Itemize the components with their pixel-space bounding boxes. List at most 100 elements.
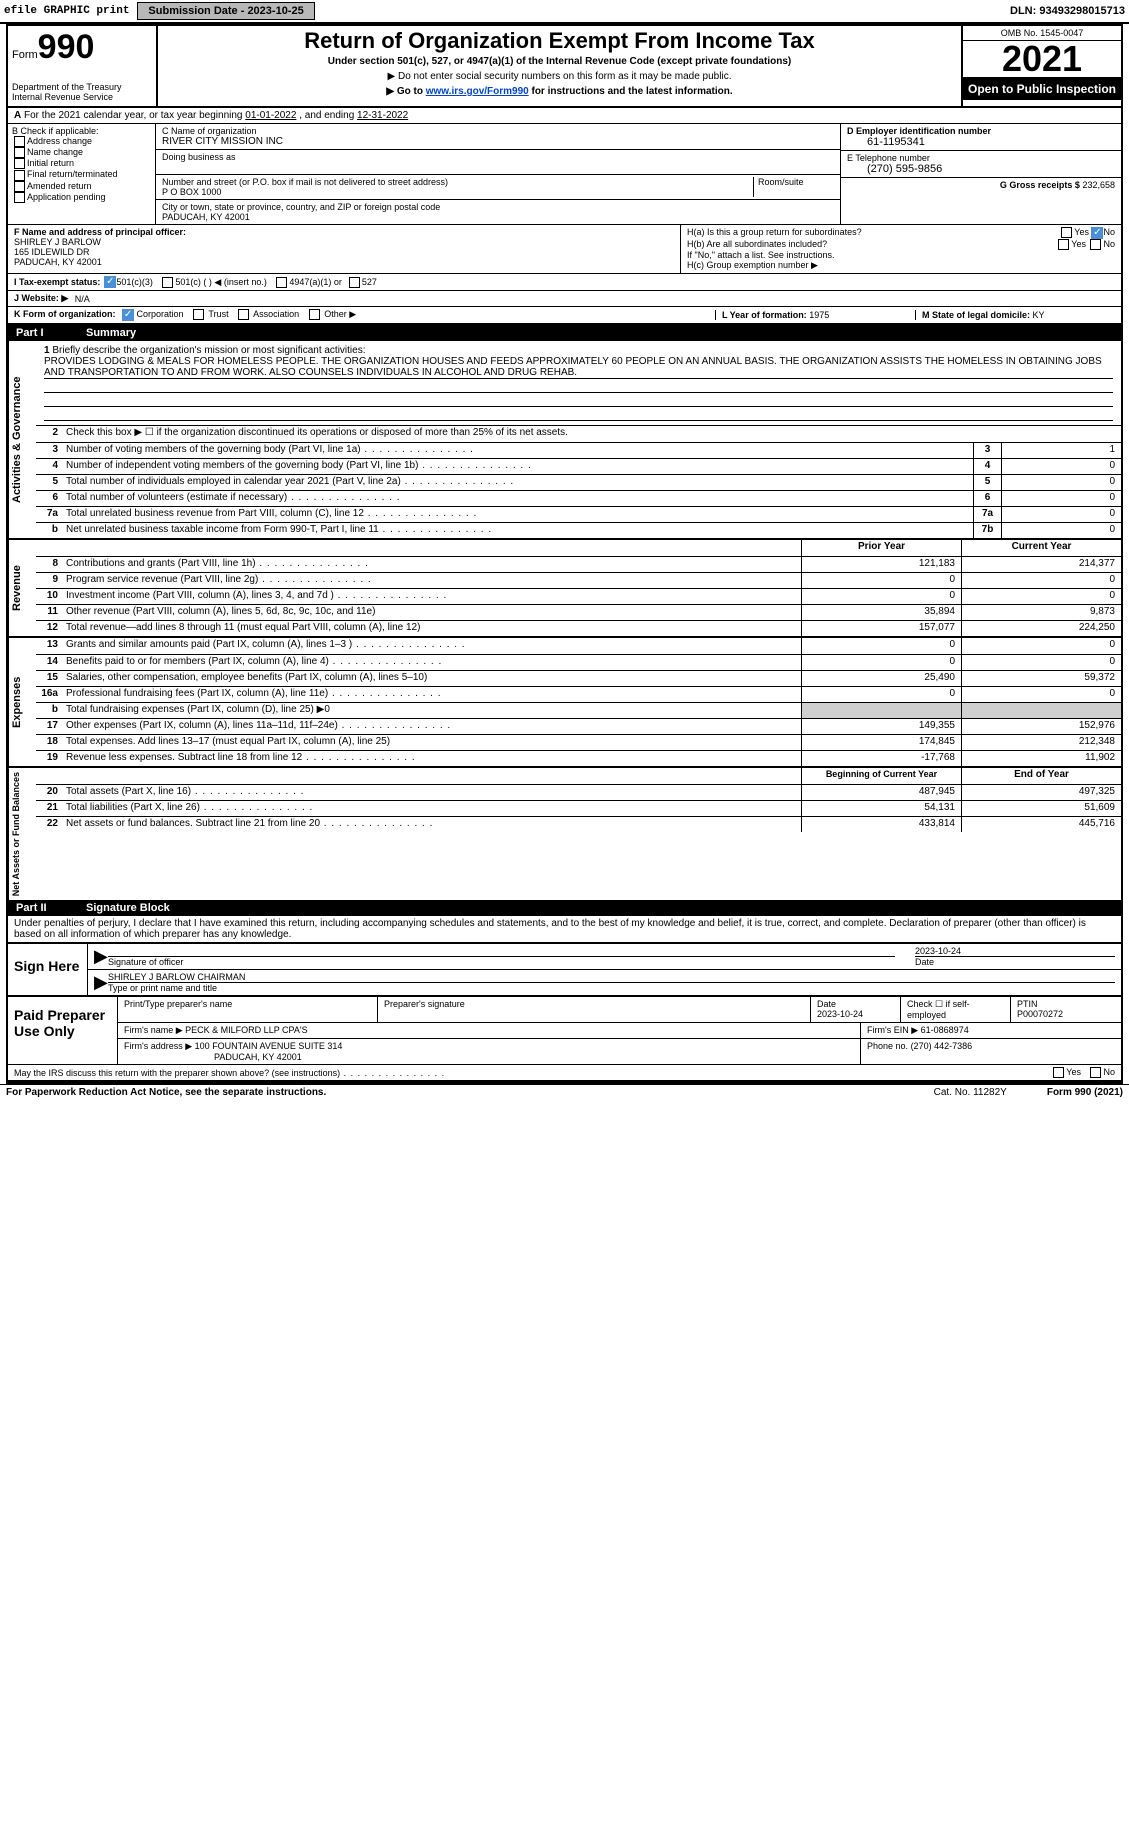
l16a-text: Professional fundraising fees (Part IX, … (62, 687, 801, 702)
l8-curr: 214,377 (961, 557, 1121, 572)
row-i: I Tax-exempt status: ✓ 501(c)(3) 501(c) … (8, 274, 1121, 291)
sig-officer-label: Signature of officer (108, 956, 895, 967)
current-year-header: Current Year (961, 540, 1121, 556)
checkbox-checked-icon[interactable]: ✓ (122, 309, 134, 321)
checkbox-icon[interactable] (14, 147, 25, 158)
checkbox-icon[interactable] (14, 158, 25, 169)
j-label: J Website: ▶ (14, 293, 68, 304)
page-footer: For Paperwork Reduction Act Notice, see … (0, 1084, 1129, 1100)
discuss-yes: Yes (1066, 1067, 1081, 1077)
mission-blank (44, 393, 1113, 407)
ein-value: 61-1195341 (847, 136, 1115, 148)
l14-prior: 0 (801, 655, 961, 670)
row-a-prefix: For the 2021 calendar year, or tax year … (24, 110, 245, 121)
sig-name-label: Type or print name and title (108, 982, 1115, 993)
checkbox-checked-icon[interactable]: ✓ (104, 276, 116, 288)
part-2-title: Signature Block (86, 902, 170, 914)
submission-date-button[interactable]: Submission Date - 2023-10-25 (137, 2, 314, 20)
discuss-text: May the IRS discuss this return with the… (14, 1068, 935, 1078)
checkbox-icon[interactable] (238, 309, 249, 320)
hc-label: H(c) Group exemption number ▶ (687, 260, 1115, 271)
checkbox-checked-icon[interactable]: ✓ (1091, 227, 1103, 239)
checkbox-icon[interactable] (1090, 1067, 1101, 1078)
l11-text: Other revenue (Part VIII, column (A), li… (62, 605, 801, 620)
l20-text: Total assets (Part X, line 16) (62, 785, 801, 800)
l10-prior: 0 (801, 589, 961, 604)
dln-label: DLN: 93493298015713 (1010, 5, 1125, 17)
footer-paperwork: For Paperwork Reduction Act Notice, see … (6, 1087, 894, 1098)
col-h: H(a) Is this a group return for subordin… (681, 225, 1121, 273)
checkbox-icon[interactable] (276, 277, 287, 288)
row-a-end: 12-31-2022 (357, 110, 408, 121)
l7b-text: Net unrelated business taxable income fr… (62, 523, 973, 538)
l12-text: Total revenue—add lines 8 through 11 (mu… (62, 621, 801, 636)
l16a-prior: 0 (801, 687, 961, 702)
checkbox-icon[interactable] (309, 309, 320, 320)
l10-text: Investment income (Part VIII, column (A)… (62, 589, 801, 604)
expenses-block: Expenses 13Grants and similar amounts pa… (8, 638, 1121, 768)
l11-prior: 35,894 (801, 605, 961, 620)
mission-blank (44, 407, 1113, 421)
paid-preparer-label: Paid Preparer Use Only (8, 997, 118, 1064)
ha-label: H(a) Is this a group return for subordin… (687, 227, 862, 239)
checkbox-icon[interactable] (1061, 227, 1072, 238)
form-number: 990 (38, 28, 95, 66)
sig-name-value: SHIRLEY J BARLOW CHAIRMAN (108, 972, 1115, 982)
c-name-label: C Name of organization (162, 126, 834, 136)
l5-val: 0 (1001, 475, 1121, 490)
k-corp: Corporation (137, 309, 184, 319)
b-name-change: Name change (27, 147, 83, 157)
firm-name-label: Firm's name ▶ (124, 1025, 183, 1035)
firm-addr-label: Firm's address ▶ (124, 1041, 192, 1051)
checkbox-icon[interactable] (1058, 239, 1069, 250)
row-j: J Website: ▶ N/A (8, 291, 1121, 307)
l-label: L Year of formation: (722, 310, 807, 320)
irs-label: Internal Revenue Service (12, 92, 152, 102)
k-assoc: Association (253, 309, 299, 319)
discuss-row: May the IRS discuss this return with the… (8, 1064, 1121, 1082)
l9-text: Program service revenue (Part VIII, line… (62, 573, 801, 588)
l-value: 1975 (809, 310, 829, 320)
checkbox-icon[interactable] (14, 181, 25, 192)
section-fh: F Name and address of principal officer:… (8, 225, 1121, 274)
checkbox-icon[interactable] (14, 170, 25, 181)
revenue-vert-label: Revenue (8, 540, 36, 636)
checkbox-icon[interactable] (1053, 1067, 1064, 1078)
q1-num: 1 (44, 345, 50, 356)
l22-curr: 445,716 (961, 817, 1121, 832)
checkbox-icon[interactable] (1090, 239, 1101, 250)
l4-val: 0 (1001, 459, 1121, 474)
i-527: 527 (362, 277, 377, 287)
city-label: City or town, state or province, country… (162, 202, 834, 212)
prep-h2: Preparer's signature (378, 997, 811, 1022)
l2-text: Check this box ▶ ☐ if the organization d… (62, 426, 1121, 442)
col-deg: D Employer identification number 61-1195… (841, 124, 1121, 224)
prep-h5: PTIN (1017, 999, 1038, 1009)
footer-catno: Cat. No. 11282Y (934, 1087, 1007, 1098)
header-center: Return of Organization Exempt From Incom… (158, 26, 961, 106)
l16b-curr (961, 703, 1121, 718)
checkbox-icon[interactable] (14, 136, 25, 147)
prep-h3: Date (817, 999, 836, 1009)
checkbox-icon[interactable] (193, 309, 204, 320)
b-label: B Check if applicable: (12, 126, 151, 136)
open-public-badge: Open to Public Inspection (963, 78, 1121, 100)
b-item: Final return/terminated (12, 169, 151, 180)
prep-h4: Check ☐ if self-employed (901, 997, 1011, 1022)
hb-label: H(b) Are all subordinates included? (687, 239, 827, 250)
checkbox-icon[interactable] (162, 277, 173, 288)
l21-text: Total liabilities (Part X, line 26) (62, 801, 801, 816)
footer-form-suffix: (2021) (1091, 1087, 1123, 1098)
goto-link[interactable]: www.irs.gov/Form990 (426, 86, 529, 97)
l3-text: Number of voting members of the governin… (62, 443, 973, 458)
section-bcd: B Check if applicable: Address change Na… (8, 124, 1121, 225)
i-501c: 501(c) ( ) ◀ (insert no.) (175, 277, 266, 288)
checkbox-icon[interactable] (349, 277, 360, 288)
checkbox-icon[interactable] (14, 192, 25, 203)
goto-suffix: for instructions and the latest informat… (529, 86, 733, 97)
l9-curr: 0 (961, 573, 1121, 588)
governance-vert-label: Activities & Governance (8, 341, 36, 538)
f-addr1: 165 IDLEWILD DR (14, 247, 674, 257)
l21-curr: 51,609 (961, 801, 1121, 816)
form-title: Return of Organization Exempt From Incom… (164, 28, 955, 54)
